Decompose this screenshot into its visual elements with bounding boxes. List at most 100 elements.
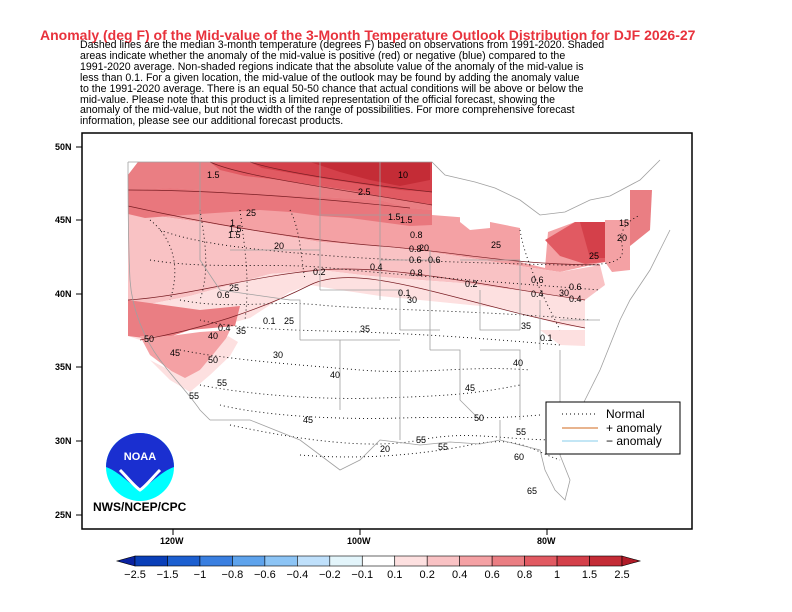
description-line: areas indicate whether the anomaly of th…: [80, 49, 566, 62]
border-line: [127, 161, 211, 421]
contour-label: 55: [416, 435, 426, 445]
colorbar-label: −1.5: [157, 569, 179, 581]
contour-label: 60: [514, 452, 524, 462]
colorbar-label: 0.8: [517, 569, 532, 581]
colorbar-label: −0.1: [351, 569, 373, 581]
contour-label: 45: [170, 348, 180, 358]
colorbar-label: −0.8: [222, 569, 244, 581]
anomaly-band: [460, 205, 490, 230]
contour-label: 55: [438, 442, 448, 452]
contour-label: 35: [236, 326, 246, 336]
colorbar-label: 0.4: [452, 569, 467, 581]
border-line: [128, 159, 661, 216]
contour-line: [249, 161, 433, 193]
contour-label: 1: [230, 218, 235, 228]
contour-label: 0.6: [217, 290, 230, 300]
colorbar-swatch: [329, 555, 363, 567]
colorbar-swatch: [167, 555, 201, 567]
colorbar-swatch: [524, 555, 558, 567]
contour-label: 1.5: [400, 215, 413, 225]
contour-label: 45: [303, 415, 313, 425]
contour-label: 0.8: [409, 244, 422, 254]
contour-line: [209, 161, 433, 206]
contour-line: [139, 277, 586, 341]
colorbar-swatch: [134, 555, 168, 567]
anomaly-band: [128, 300, 240, 340]
contour-label: 0.6: [428, 255, 441, 265]
contour-label: 0.6: [531, 275, 544, 285]
credit-text: NWS/NCEP/CPC: [93, 500, 187, 514]
contour-label: 50: [474, 413, 484, 423]
contour-label: 0.1: [263, 316, 276, 326]
noaa-logo: NOAA: [106, 433, 174, 501]
contour-label: 15: [619, 218, 629, 228]
contour-label: 35: [521, 321, 531, 331]
latitude-label: 35N: [55, 362, 72, 372]
contour-label: 25: [246, 208, 256, 218]
logo-gull: [118, 468, 162, 492]
colorbar-swatch: [264, 555, 298, 567]
contour-label: 55: [516, 427, 526, 437]
contour-label: 50: [144, 334, 154, 344]
description-line: less than 0.1. For a given location, the…: [80, 71, 580, 84]
anomaly-band: [140, 330, 230, 382]
map-title: Anomaly (deg F) of the Mid-value of the …: [40, 27, 696, 43]
contour-label: 40: [208, 331, 218, 341]
colorbar-label: −0.4: [286, 569, 308, 581]
contour-label: 65: [527, 486, 537, 496]
legend-label-plus: + anomaly: [606, 421, 662, 435]
contour-label: 0.4: [218, 323, 231, 333]
contour-label: 0.6: [569, 282, 582, 292]
contour-label: 40: [513, 358, 523, 368]
colorbar-end-high: [621, 555, 642, 567]
anomaly-band: [128, 206, 605, 304]
contour-label: 30: [273, 350, 283, 360]
axis-ticks: [76, 146, 548, 535]
contour-label: 2.5: [358, 187, 371, 197]
contour-label: 1.5: [228, 230, 241, 240]
contour-label: 0.1: [540, 333, 553, 343]
longitude-label: 80W: [537, 536, 556, 546]
contour-label: 55: [189, 391, 199, 401]
contour-label: 30: [407, 295, 417, 305]
contour-label: 20: [380, 444, 390, 454]
contour-label: 0.2: [465, 279, 478, 289]
longitude-label: 120W: [160, 536, 184, 546]
contour-label: 0.4: [531, 289, 544, 299]
border-line: [199, 162, 600, 440]
contour-label: 0.6: [409, 255, 422, 265]
anomaly-band: [605, 220, 630, 272]
colorbar-end-low: [115, 555, 136, 567]
colorbar-swatch: [199, 555, 233, 567]
colorbar-swatch: [297, 555, 331, 567]
contour-label: 30: [559, 288, 569, 298]
contour-label: 1.5: [229, 224, 242, 234]
latitude-label: 40N: [55, 289, 72, 299]
description-line: 1991-2020 average. Non-shaded regions in…: [80, 60, 584, 73]
anomaly-band: [580, 222, 605, 258]
contour-label: 0.4: [569, 294, 582, 304]
colorbar-swatch: [491, 555, 525, 567]
legend-label-normal: Normal: [606, 407, 645, 421]
colorbar-label: −0.2: [319, 569, 341, 581]
colorbar-label: 0.1: [387, 569, 402, 581]
colorbar-label: 2.5: [614, 569, 629, 581]
colorbar-label: −2.5: [124, 569, 146, 581]
anomaly-band: [128, 270, 585, 340]
latitude-label: 45N: [55, 215, 72, 225]
map-description: Dashed lines are the median 3-month temp…: [80, 40, 720, 127]
contour-label: 50: [208, 355, 218, 365]
contour-label: 45: [465, 383, 475, 393]
colorbar-label: 1: [554, 569, 560, 581]
contour-label: 25: [491, 240, 501, 250]
colorbar-label: 0.6: [484, 569, 499, 581]
latitude-label: 30N: [55, 436, 72, 446]
contour-label: 0.2: [313, 267, 326, 277]
coastline-and-borders: [127, 159, 671, 501]
contour-label: 20: [274, 241, 284, 251]
anomaly-band: [630, 190, 652, 246]
colorbar-swatch: [426, 555, 460, 567]
anomaly-shading: [128, 162, 652, 392]
contour-label: 40: [330, 370, 340, 380]
longitude-label: 100W: [347, 536, 371, 546]
